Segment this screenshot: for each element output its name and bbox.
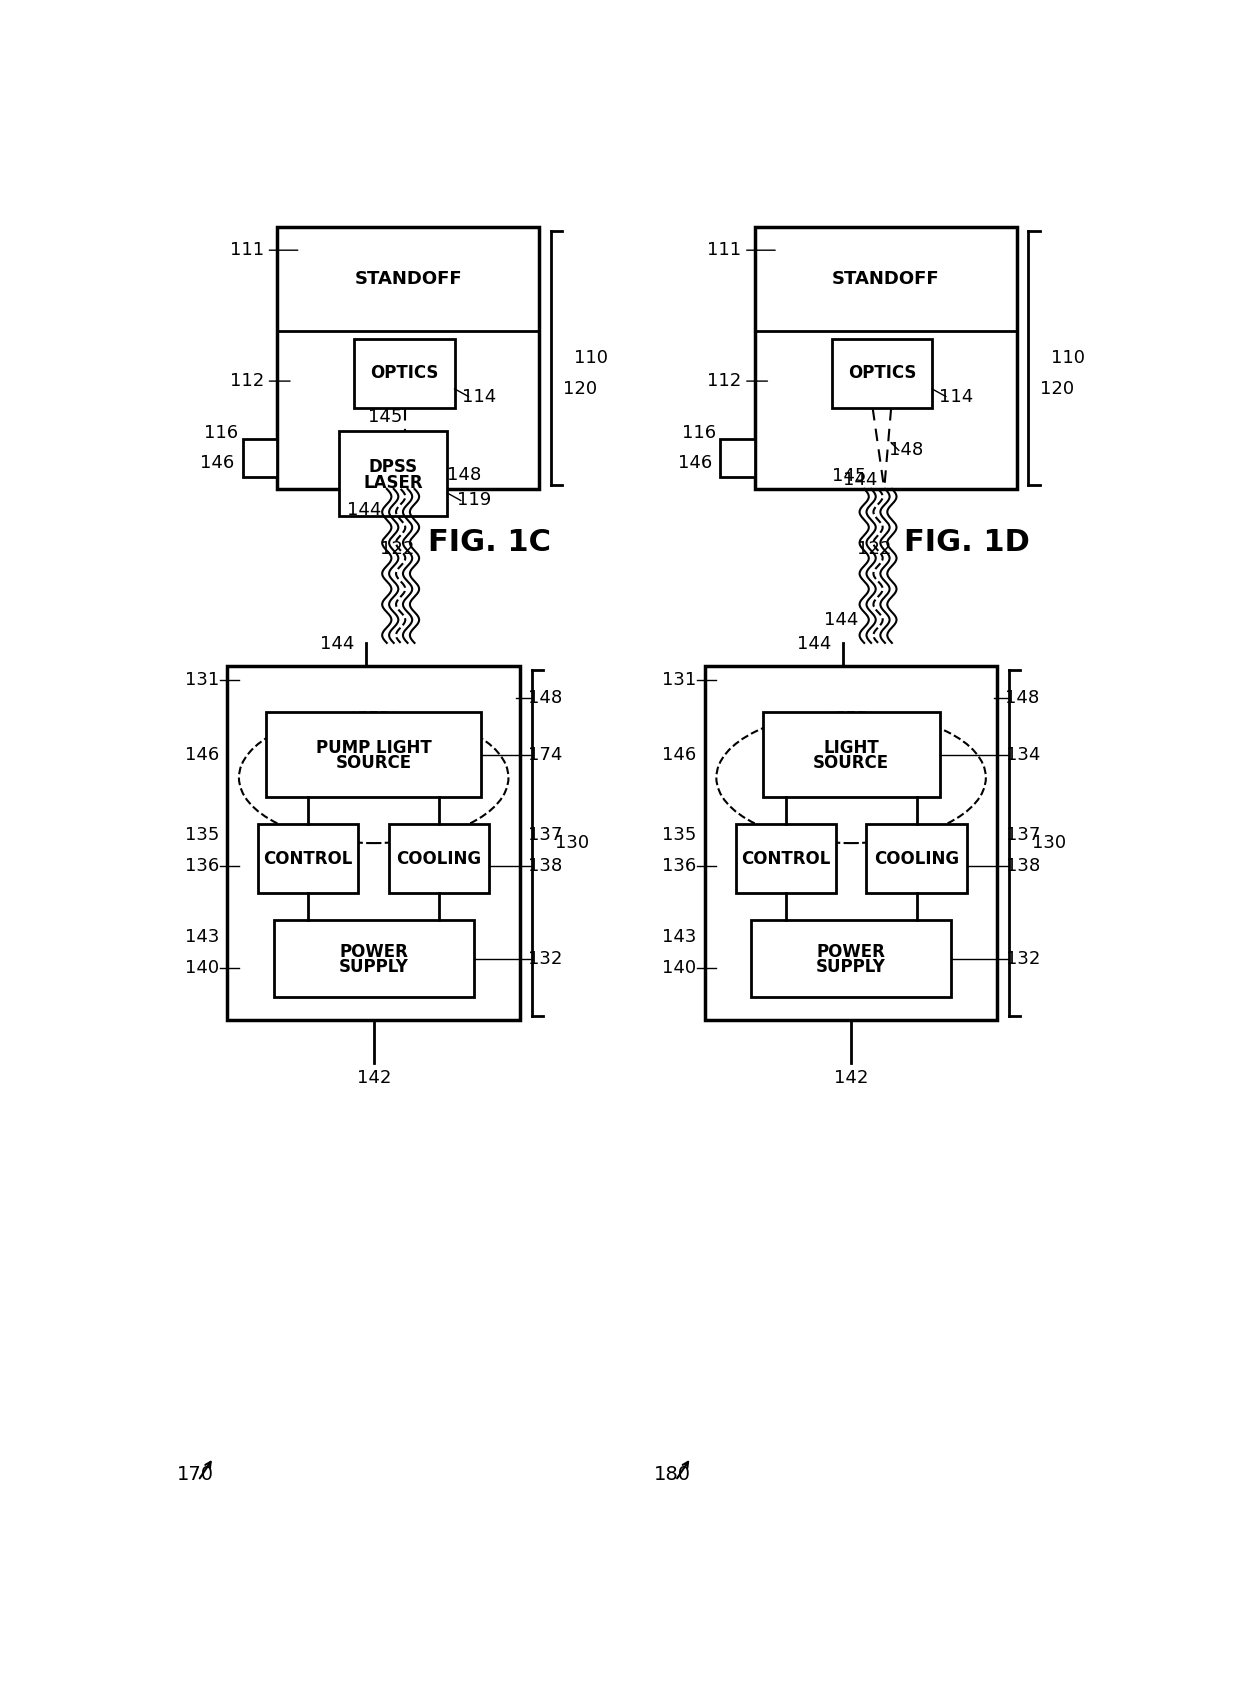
Text: 146: 146 [185,746,219,763]
Text: 130: 130 [554,835,589,852]
Bar [278,228,539,490]
Text: 114: 114 [940,388,973,406]
Text: 111: 111 [229,241,298,258]
Text: 143: 143 [662,928,697,945]
Text: 142: 142 [835,1069,868,1086]
Text: 110: 110 [1052,348,1085,367]
Text: 140: 140 [185,959,219,978]
Text: 137: 137 [1006,826,1040,845]
Text: 111: 111 [707,241,775,258]
Bar [274,920,474,998]
Bar [755,228,1017,490]
Text: 116: 116 [205,423,238,442]
Text: SOURCE: SOURCE [336,755,412,772]
Bar [751,920,951,998]
Text: FIG. 1D: FIG. 1D [904,529,1029,558]
Bar [355,338,455,408]
Bar [227,666,520,1020]
Text: 119: 119 [456,491,491,510]
Text: 130: 130 [1032,835,1066,852]
Text: 145: 145 [368,408,403,427]
Text: 144: 144 [823,610,858,629]
Text: 138: 138 [1006,857,1040,876]
Bar [735,824,836,892]
Bar [720,439,755,478]
Bar [339,432,446,515]
Text: OPTICS: OPTICS [371,364,439,382]
Text: POWER: POWER [817,944,885,960]
Text: COOLING: COOLING [397,850,481,867]
Text: 122: 122 [857,541,892,558]
Text: SOURCE: SOURCE [813,755,889,772]
Text: 148: 148 [1004,688,1039,707]
Text: 120: 120 [1040,379,1075,398]
Text: SUPPLY: SUPPLY [339,959,409,976]
Text: 142: 142 [357,1069,391,1086]
Bar [867,824,967,892]
Bar [243,439,278,478]
Text: 146: 146 [662,746,697,763]
Text: STANDOFF: STANDOFF [832,270,940,287]
Text: CONTROL: CONTROL [742,850,831,867]
Text: 112: 112 [707,372,768,389]
Text: DPSS: DPSS [368,459,418,476]
Bar [763,712,940,797]
Text: 148: 148 [446,466,481,484]
Text: 131: 131 [185,672,219,688]
Text: STANDOFF: STANDOFF [355,270,463,287]
Text: CONTROL: CONTROL [264,850,353,867]
Bar [389,824,490,892]
Text: 145: 145 [832,468,867,484]
Bar [258,824,358,892]
Text: 122: 122 [379,541,414,558]
Text: 170: 170 [176,1465,213,1484]
Text: LIGHT: LIGHT [823,738,879,756]
Text: 114: 114 [463,388,496,406]
Text: 116: 116 [682,423,715,442]
Text: OPTICS: OPTICS [848,364,916,382]
Text: 135: 135 [185,826,219,845]
Text: 144: 144 [320,636,353,653]
Text: POWER: POWER [340,944,408,960]
Text: 146: 146 [201,454,234,473]
Text: 136: 136 [185,857,219,876]
Text: FIG. 1C: FIG. 1C [428,529,551,558]
Text: 174: 174 [528,746,563,763]
Text: 180: 180 [653,1465,691,1484]
Text: 110: 110 [574,348,608,367]
Text: 144: 144 [346,502,381,520]
Text: 135: 135 [662,826,697,845]
Text: COOLING: COOLING [874,850,959,867]
Text: PUMP LIGHT: PUMP LIGHT [316,738,432,756]
Text: 136: 136 [662,857,697,876]
Text: 134: 134 [1006,746,1040,763]
Bar [832,338,932,408]
Text: 132: 132 [1006,950,1040,967]
Text: 146: 146 [678,454,712,473]
Text: 112: 112 [229,372,290,389]
Text: 131: 131 [662,672,697,688]
Text: 132: 132 [528,950,563,967]
Text: 137: 137 [528,826,563,845]
Text: 120: 120 [563,379,598,398]
Text: 138: 138 [528,857,563,876]
Text: SUPPLY: SUPPLY [816,959,887,976]
Text: 143: 143 [185,928,219,945]
Text: LASER: LASER [363,474,423,491]
Text: 148: 148 [889,442,924,459]
Bar [704,666,997,1020]
Text: 148: 148 [527,688,562,707]
Text: 140: 140 [662,959,697,978]
Text: 144: 144 [843,471,878,488]
Text: 144: 144 [797,636,831,653]
Bar [265,712,481,797]
